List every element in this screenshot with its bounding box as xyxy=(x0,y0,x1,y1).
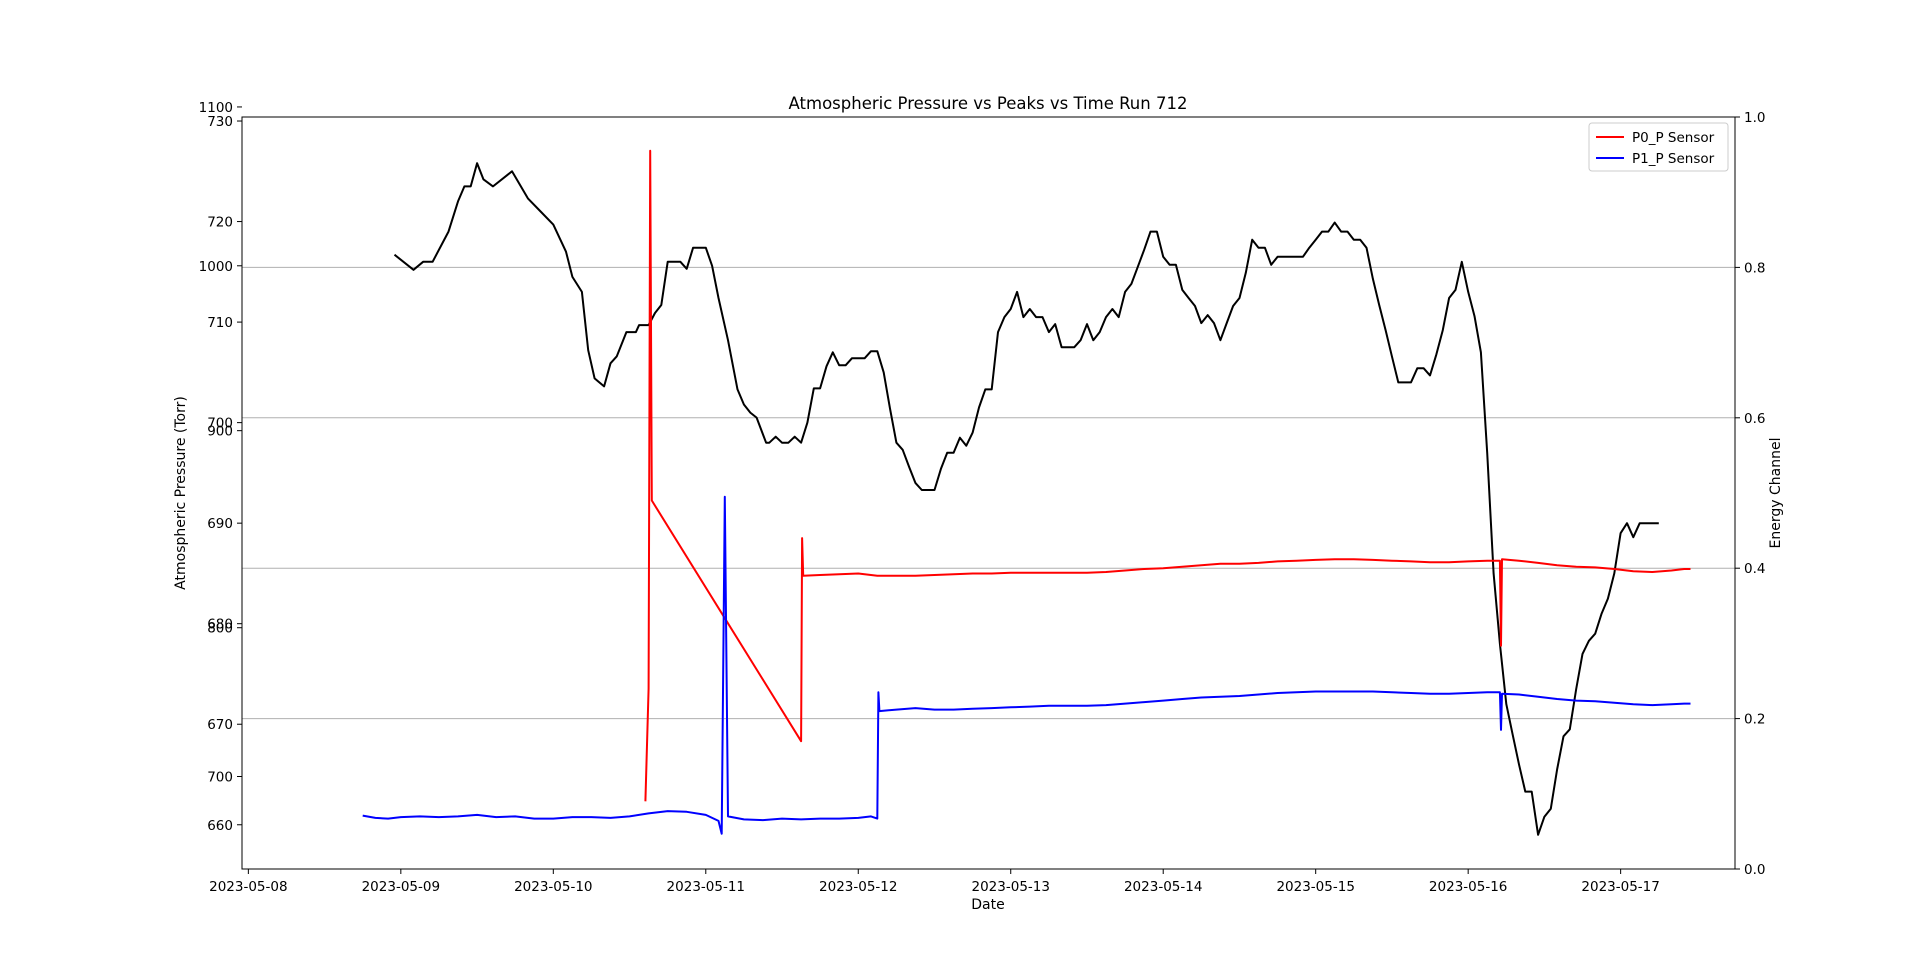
left-secondary-tick-label-1: 1000 xyxy=(199,259,233,275)
left-tick-label-2: 680 xyxy=(207,617,233,633)
x-tick-label-3: 2023-05-11 xyxy=(667,879,745,895)
left-axis-secondary: 1100 1000 900 800 700 xyxy=(199,100,242,786)
legend: P0_P Sensor P1_P Sensor xyxy=(1588,122,1729,172)
right-tick-label-5: 1.0 xyxy=(1744,110,1765,126)
x-tick-label-8: 2023-05-16 xyxy=(1429,879,1507,895)
x-tick-label-6: 2023-05-14 xyxy=(1124,879,1202,895)
legend-label-p1-sensor: P1_P Sensor xyxy=(1632,151,1715,167)
x-tick-label-9: 2023-05-17 xyxy=(1581,879,1659,895)
left-tick-label-5: 710 xyxy=(207,315,233,331)
x-tick-label-4: 2023-05-12 xyxy=(819,879,897,895)
left-tick-label-1: 670 xyxy=(207,717,233,733)
x-axis: 2023-05-08 2023-05-09 2023-05-10 2023-05-11… xyxy=(209,869,1660,895)
series-line-p0-p-sensor xyxy=(644,149,1691,802)
x-axis-title: Date xyxy=(971,897,1004,913)
series xyxy=(362,149,1691,836)
x-tick-label-7: 2023-05-15 xyxy=(1276,879,1354,895)
x-tick-label-5: 2023-05-13 xyxy=(972,879,1050,895)
plot-frame xyxy=(241,116,1736,870)
left-secondary-tick-label-0: 1100 xyxy=(199,100,233,116)
left-tick-label-7: 730 xyxy=(207,114,233,130)
left-secondary-tick-label-4: 700 xyxy=(207,770,233,786)
right-tick-label-4: 0.8 xyxy=(1744,260,1765,276)
left-axis: 660 670 680 690 700 710 720 730 xyxy=(207,114,242,834)
series-line-pressure xyxy=(393,162,1659,836)
series-line-p1-p-sensor xyxy=(362,495,1691,835)
right-tick-label-0: 0.0 xyxy=(1744,862,1765,878)
left-tick-label-6: 720 xyxy=(207,215,233,231)
right-tick-label-2: 0.4 xyxy=(1744,561,1765,577)
left-secondary-tick-label-3: 800 xyxy=(207,621,233,637)
left-tick-label-3: 690 xyxy=(207,516,233,532)
x-tick-label-0: 2023-05-08 xyxy=(209,879,287,895)
legend-label-p0-sensor: P0_P Sensor xyxy=(1632,130,1715,146)
right-axis-title: Energy Channel xyxy=(1768,438,1784,549)
x-tick-label-2: 2023-05-10 xyxy=(514,879,592,895)
right-tick-label-1: 0.2 xyxy=(1744,712,1765,728)
left-secondary-tick-label-2: 900 xyxy=(207,424,233,440)
right-tick-label-3: 0.6 xyxy=(1744,411,1765,427)
grid xyxy=(242,266,1735,720)
chart-title: Atmospheric Pressure vs Peaks vs Time Ru… xyxy=(789,94,1188,113)
x-tick-label-1: 2023-05-09 xyxy=(362,879,440,895)
left-tick-label-0: 660 xyxy=(207,818,233,834)
left-axis-title: Atmospheric Pressure (Torr) xyxy=(173,396,189,590)
right-axis: 0.0 0.2 0.4 0.6 0.8 1.0 xyxy=(1735,110,1765,878)
left-tick-label-4: 700 xyxy=(207,416,233,432)
